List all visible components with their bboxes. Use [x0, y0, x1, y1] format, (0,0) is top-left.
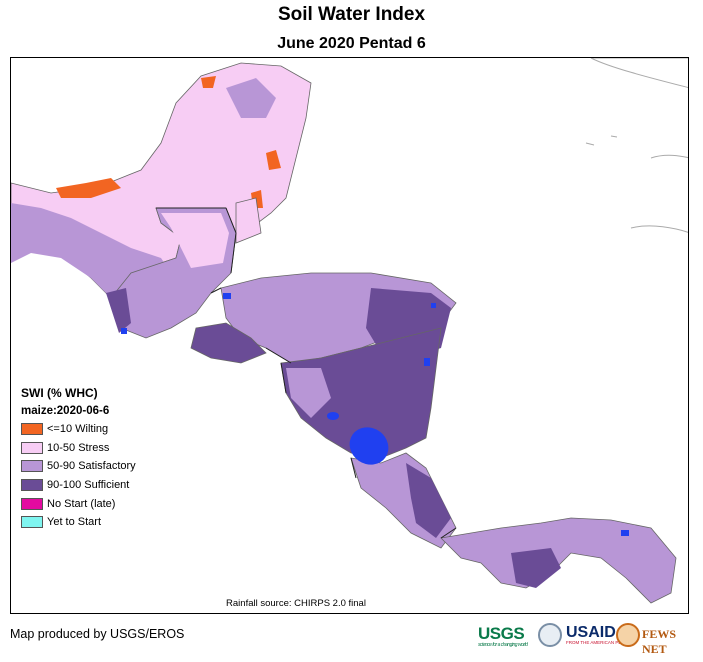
- legend-subtitle: maize:2020-06-6: [21, 405, 110, 417]
- yucatan-wilting-2: [266, 150, 281, 170]
- map-subtitle: June 2020 Pentad 6: [277, 35, 426, 52]
- belize-region: [235, 197, 262, 244]
- map-title: Soil Water Index: [277, 4, 426, 25]
- legend-item-sufficient: 90-100 Sufficient: [21, 476, 201, 495]
- legend-item-no-start: No Start (late): [21, 494, 201, 513]
- rainfall-source: Rainfall source: CHIRPS 2.0 final: [226, 598, 366, 609]
- legend-item-label: 90-100 Sufficient: [47, 479, 130, 492]
- panama-sufficient-patch: [511, 548, 561, 588]
- usgs-logo: USGS science for a changing world: [478, 624, 528, 648]
- jamaica-outline: [630, 225, 688, 233]
- legend-item-wilting: <=10 Wilting: [21, 420, 201, 439]
- legend-swatch: [21, 516, 43, 529]
- nicaragua-satisfactory-patch: [286, 368, 331, 418]
- usgs-tagline: science for a changing world: [478, 642, 528, 648]
- legend-swatch: [21, 497, 43, 510]
- legend-item-yet-to-start: Yet to Start: [21, 513, 201, 532]
- usaid-logo: USAID FROM THE AMERICAN PEOPLE: [566, 624, 633, 645]
- legend-item-stress: 10-50 Stress: [21, 439, 201, 458]
- water-patch-5: [121, 328, 127, 334]
- cuba-outline: [590, 58, 688, 89]
- legend-item-label: <=10 Wilting: [47, 423, 109, 436]
- central-america-map: [11, 58, 688, 604]
- legend-item-label: Yet to Start: [47, 516, 102, 529]
- legend-swatch: [21, 479, 43, 492]
- el-salvador-region: [190, 322, 267, 364]
- legend-swatch: [21, 460, 43, 473]
- legend-item-label: No Start (late): [47, 497, 116, 510]
- usaid-wordmark: USAID: [566, 624, 616, 641]
- cayman-outline: [585, 135, 618, 146]
- legend: SWI (% WHC) maize:2020-06-6 <=10 Wilting…: [21, 384, 201, 532]
- yucatan-wilting-1: [56, 178, 121, 198]
- fews-net-logo: FEWS NET: [642, 627, 677, 656]
- panama-region: [440, 517, 677, 604]
- partner-logos: USGS science for a changing world USAID …: [470, 620, 700, 656]
- legend-item-label: 10-50 Stress: [47, 441, 110, 454]
- legend-title: SWI (% WHC): [21, 386, 98, 400]
- water-patch-2: [424, 358, 430, 366]
- legend-item-satisfactory: 50-90 Satisfactory: [21, 457, 201, 476]
- usaid-tagline: FROM THE AMERICAN PEOPLE: [566, 640, 634, 645]
- map-frame: SWI (% WHC) maize:2020-06-6 <=10 Wilting…: [10, 57, 689, 614]
- fews-globe-icon: [616, 623, 640, 647]
- guatemala-sufficient-patch: [106, 288, 131, 333]
- hispaniola-outline: [650, 154, 688, 159]
- country-borders: [156, 207, 457, 539]
- lake-nicaragua: [349, 427, 389, 465]
- costa-rica-sufficient-patch: [406, 463, 451, 538]
- lake-managua: [327, 412, 339, 420]
- usaid-seal-icon: [538, 623, 562, 647]
- nicaragua-region: [280, 327, 442, 459]
- yucatan-wilting-4: [201, 76, 216, 88]
- produced-by: Map produced by USGS/EROS: [10, 627, 185, 641]
- water-patch-4: [621, 530, 629, 536]
- legend-item-label: 50-90 Satisfactory: [47, 460, 136, 473]
- water-patch-1: [223, 293, 231, 299]
- guatemala-stress-patch: [161, 213, 229, 268]
- yucatan-satisfactory-patch: [226, 78, 276, 118]
- legend-swatch: [21, 423, 43, 436]
- legend-swatch: [21, 441, 43, 454]
- water-patch-3: [431, 303, 436, 308]
- usgs-wordmark: USGS: [478, 624, 525, 643]
